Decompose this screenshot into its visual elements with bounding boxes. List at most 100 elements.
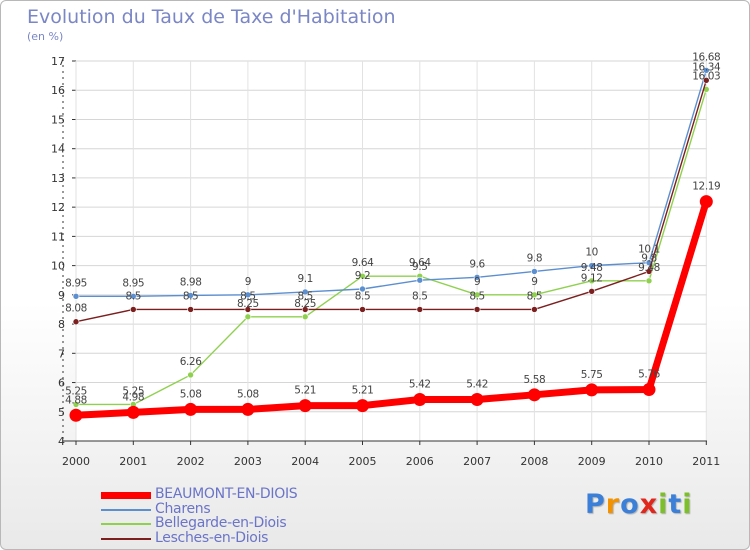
data-point xyxy=(241,402,255,416)
data-label: 9.8 xyxy=(527,252,543,264)
data-point xyxy=(244,306,252,313)
data-point xyxy=(413,392,427,406)
data-point xyxy=(184,402,198,416)
y-tick-label: 16 xyxy=(51,84,65,97)
data-point xyxy=(645,277,653,285)
y-tick-label: 10 xyxy=(51,260,65,273)
x-tick-label: 2010 xyxy=(635,455,663,468)
x-tick-label: 2003 xyxy=(234,455,262,468)
data-label: 8.25 xyxy=(237,298,259,310)
data-point xyxy=(699,195,713,209)
data-label: 16.68 xyxy=(692,51,720,63)
data-label: 9.8 xyxy=(641,252,657,264)
data-label: 8.5 xyxy=(355,290,371,302)
data-point xyxy=(301,313,309,321)
data-point xyxy=(126,405,140,419)
data-label: 5.08 xyxy=(180,388,202,400)
data-point xyxy=(298,399,312,413)
data-point xyxy=(356,399,369,413)
data-point xyxy=(130,293,137,300)
data-label: 8.25 xyxy=(294,298,316,310)
data-point xyxy=(470,392,484,406)
data-label: 9.5 xyxy=(412,261,428,273)
data-point xyxy=(72,318,80,326)
data-point xyxy=(588,277,596,285)
data-label: 5.08 xyxy=(237,388,259,400)
data-point xyxy=(72,293,80,300)
series-line-2 xyxy=(75,88,707,406)
data-label: 5.21 xyxy=(352,385,374,397)
data-label: 8.5 xyxy=(297,290,313,302)
data-label: 8.5 xyxy=(527,290,543,302)
data-label: 5.21 xyxy=(294,385,316,397)
series-line-3 xyxy=(75,79,707,323)
data-label: 8.98 xyxy=(180,276,202,288)
data-point xyxy=(187,306,194,313)
data-label: 4.98 xyxy=(122,391,144,403)
data-label: 8.08 xyxy=(65,303,87,315)
data-label: 9.48 xyxy=(581,262,603,274)
data-label: 12.19 xyxy=(692,181,720,193)
data-point xyxy=(244,291,252,299)
data-point xyxy=(588,262,596,269)
data-label: 6.26 xyxy=(180,356,202,368)
data-point xyxy=(69,408,83,422)
y-tick-label: 11 xyxy=(51,230,65,243)
data-point xyxy=(301,306,309,313)
x-tick-label: 2004 xyxy=(291,455,319,468)
y-tick-label: 15 xyxy=(51,113,65,126)
data-label: 5.76 xyxy=(638,369,660,381)
logo-letter: x xyxy=(639,489,659,520)
data-point xyxy=(187,371,194,379)
data-label: 8.95 xyxy=(65,277,87,289)
logo-letter: r xyxy=(605,489,621,520)
legend-label-lesches: Lesches-en-Diois xyxy=(155,530,269,546)
data-point xyxy=(473,274,481,281)
x-tick-label: 2000 xyxy=(62,455,90,468)
legend-swatch-bellegarde xyxy=(101,523,151,525)
data-point xyxy=(702,67,710,74)
data-point xyxy=(642,383,656,397)
data-point xyxy=(645,268,653,275)
y-tick-label: 12 xyxy=(51,201,65,214)
data-point xyxy=(473,306,481,313)
logo-letter: i xyxy=(682,489,693,520)
y-tick-label: 17 xyxy=(51,55,65,68)
series-line-0 xyxy=(72,198,710,419)
data-label: 9 xyxy=(531,276,537,288)
logo-letter: P xyxy=(585,489,606,520)
data-label: 16.34 xyxy=(692,61,721,73)
data-label: 5.58 xyxy=(524,374,546,386)
data-label: 9.64 xyxy=(352,257,374,269)
chart-subtitle: (en %) xyxy=(27,30,64,43)
x-tick-label: 2005 xyxy=(349,455,377,468)
data-point xyxy=(416,306,424,313)
data-label: 9 xyxy=(474,276,480,288)
data-label: 16.03 xyxy=(692,70,720,82)
data-label: 9.64 xyxy=(409,257,431,269)
y-tick-label: 8 xyxy=(58,318,65,331)
data-point xyxy=(588,288,596,295)
data-label: 9 xyxy=(245,276,251,288)
legend-label-charens: Charens xyxy=(155,501,211,517)
data-point xyxy=(130,306,137,313)
plot-area xyxy=(76,61,707,441)
data-point xyxy=(585,383,599,397)
x-tick-label: 2002 xyxy=(177,455,205,468)
proxiti-logo: Proxiti xyxy=(585,489,693,520)
data-point xyxy=(416,276,424,284)
data-label: 5.25 xyxy=(122,385,144,397)
data-label: 8.5 xyxy=(469,290,485,302)
data-label: 10.1 xyxy=(638,244,660,256)
data-point xyxy=(72,401,80,408)
data-point xyxy=(359,306,366,313)
chart-title: Evolution du Taux de Taxe d'Habitation xyxy=(27,6,396,28)
legend-swatch-beaumont xyxy=(101,491,151,499)
data-point xyxy=(301,288,309,296)
data-label: 9.1 xyxy=(297,273,313,285)
data-label: 9.2 xyxy=(355,270,371,282)
data-label: 9.6 xyxy=(469,258,485,270)
legend-swatch-lesches xyxy=(101,538,151,540)
logo-letter: o xyxy=(620,489,640,520)
